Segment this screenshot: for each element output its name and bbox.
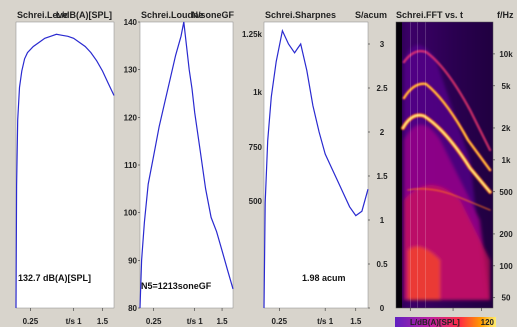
- sharpness-x-ticks: 0.25 t/s 1 1.5: [272, 308, 362, 326]
- freq-tick-label: 2k: [502, 124, 511, 133]
- level-series-line: [15, 33, 115, 309]
- sharpness-annotation: 1.98 acum: [302, 273, 346, 283]
- freq-tick-label: 500: [499, 188, 513, 197]
- spectrogram-ylabel: f/Hz: [497, 10, 514, 20]
- loudness-plot-area: [139, 21, 234, 309]
- loudness-ylabel: N/soneGF: [191, 10, 234, 20]
- freq-tick-label: 5k: [502, 82, 511, 91]
- x-tick-label: 0.25: [23, 317, 39, 326]
- colorbar-label: L/dB(A)[SPL]: [410, 318, 460, 327]
- colorbar: [395, 317, 496, 327]
- level-annotation: 132.7 dB(A)[SPL]: [18, 273, 91, 283]
- loudness-x-ticks: 0.25 t/s 1 1.5: [146, 308, 228, 326]
- y-tick-label: 130: [124, 66, 138, 75]
- freq-tick-label: 100: [499, 262, 513, 271]
- freq-tick-label: 10k: [499, 50, 513, 59]
- y-tick-label: 3: [380, 40, 385, 49]
- colorbar-max: 120: [481, 318, 495, 327]
- y-tick-label: 1: [380, 216, 385, 225]
- level-plot-area: [15, 21, 115, 309]
- freq-tick-label: 1k: [502, 156, 511, 165]
- y-tick-label: 90: [128, 256, 137, 265]
- y-tick-label: 100: [124, 209, 138, 218]
- level-title: Schrei.Leve: [17, 10, 68, 20]
- y-tick-label: 140: [124, 18, 138, 27]
- y-tick-label: 0: [380, 304, 385, 313]
- x-tick-label: t/s 1: [187, 317, 204, 326]
- x-tick-label: 0.25: [272, 317, 288, 326]
- x-tick-label: t/s 1: [66, 317, 83, 326]
- sharpness-title: Schrei.Sharpnes: [265, 10, 336, 20]
- level-x-ticks: 0.25 t/s 1 1.5: [23, 308, 109, 326]
- y-tick-label: 2: [380, 128, 385, 137]
- loudness-series-line: [139, 21, 234, 309]
- spectrogram-image: [396, 22, 493, 308]
- level-ylabel: L/dB(A)[SPL]: [56, 10, 112, 20]
- loudness-y-ticks: 80 90 100 110 120 130 140: [124, 18, 140, 313]
- sharpness-plot-area: [263, 21, 369, 309]
- left-tick-label: 1.25k: [242, 30, 263, 39]
- loudness-title: Schrei.Loudne: [141, 10, 204, 20]
- left-tick-label: 500: [249, 197, 263, 206]
- sharpness-y-ticks: 0 0.5 1 1.5 2 2.5 3: [368, 40, 388, 313]
- sharpness-ylabel: S/acum: [355, 10, 387, 20]
- x-tick-label: 0.25: [146, 317, 162, 326]
- y-tick-label: 1.5: [376, 172, 388, 181]
- sharpness-series-line: [263, 28, 369, 309]
- sharpness-left-ticks: 1.25k 1k 750 500: [242, 30, 263, 206]
- x-tick-label: 1.5: [350, 317, 362, 326]
- y-tick-label: 0.5: [376, 260, 388, 269]
- y-tick-label: 120: [124, 113, 138, 122]
- y-tick-label: 2.5: [376, 84, 388, 93]
- left-tick-label: 1k: [253, 88, 262, 97]
- x-tick-label: 1.5: [216, 317, 228, 326]
- spectrogram-frequency-ticks: 10k 5k 2k 1k 500 200 100 50: [493, 50, 513, 303]
- left-tick-label: 750: [249, 143, 263, 152]
- spectrogram-title: Schrei.FFT vs. t: [396, 10, 463, 20]
- x-tick-label: 1.5: [97, 317, 109, 326]
- y-tick-label: 110: [124, 161, 137, 170]
- y-tick-label: 80: [128, 304, 137, 313]
- freq-tick-label: 200: [499, 230, 513, 239]
- freq-tick-label: 50: [502, 294, 511, 303]
- loudness-annotation: N5=1213soneGF: [141, 281, 212, 291]
- x-tick-label: t/s 1: [317, 317, 334, 326]
